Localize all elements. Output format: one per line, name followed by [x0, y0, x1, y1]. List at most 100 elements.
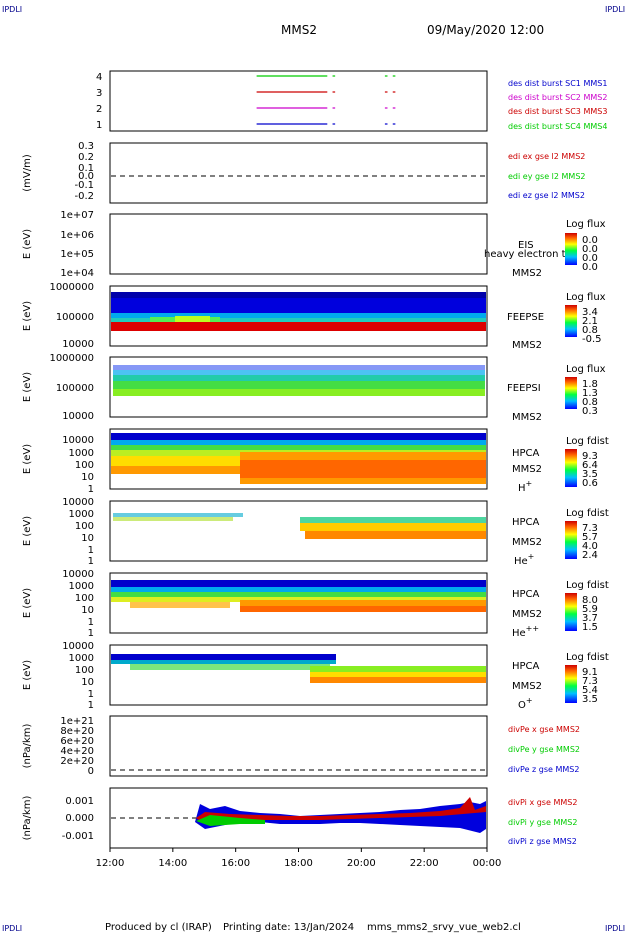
panel-hpca-o: E (eV) 10000 1000 100 10 1 1 HPCA MMS2 O…	[22, 641, 609, 711]
xtick-label-5: 22:00	[410, 858, 439, 869]
xtick-label-1: 14:00	[158, 858, 187, 869]
ytick-burst-1: 1	[96, 120, 102, 131]
ytick-hpca-he-0: 10000	[62, 497, 94, 508]
cbv-feepse-2: 0.8	[582, 325, 598, 336]
cbv-eis-2: 0.0	[582, 253, 598, 264]
panel-feepse: E (eV) 1000000 100000 10000 FEEPSE MMS2 …	[22, 282, 606, 351]
ytick-divpe-0: 1e+21	[60, 716, 94, 727]
panel-hpca-he: E (eV) 10000 1000 100 10 1 1 HPCA MMS2 H…	[22, 497, 609, 567]
panel-burst: 4 3 2 1 des dist burst SC1 MMS1 des dist…	[96, 72, 607, 131]
ytick-hpca-o-3: 10	[81, 677, 94, 688]
ytick-hpca-hepp-1: 1000	[69, 581, 94, 592]
label-hpca-o: HPCA	[512, 661, 540, 672]
plot-datetime: 09/May/2020 12:00	[427, 23, 544, 37]
colorbar-title-hpca-hepp: Log fdist	[566, 580, 609, 591]
cbv-eis-0: 0.0	[582, 235, 598, 246]
ytick-divpe-1: 8e+20	[60, 726, 94, 737]
ytick-edi-4: -0.1	[74, 180, 94, 191]
ylabel-feepsi: E (eV)	[22, 372, 33, 402]
panel-hpca-hepp: E (eV) 10000 1000 100 10 1 1 HPCA MMS2 H…	[22, 569, 609, 639]
ylabel-feepse: E (eV)	[22, 301, 33, 331]
ytick-feepse-1: 100000	[56, 312, 94, 323]
label-hpca-he: HPCA	[512, 517, 540, 528]
heatmap-hpca-o	[111, 654, 486, 683]
ytick-burst-3: 3	[96, 88, 102, 99]
output-filename: mms_mms2_srvy_vue_web2.cl	[367, 922, 521, 933]
cbv-hpca-o-2: 5.4	[582, 685, 598, 696]
label-hpca-hepp-sc: MMS2	[512, 609, 542, 620]
divpi-y-trace	[196, 815, 265, 826]
label-hpca-hepp: HPCA	[512, 589, 540, 600]
ytick-feepsi-0: 1000000	[49, 353, 94, 364]
ytick-divpe-3: 4e+20	[60, 746, 94, 757]
label-hpca-o-sc: MMS2	[512, 681, 542, 692]
corner-label-bottom-left: IPDLI	[2, 924, 22, 933]
panel-divpe: (nPa/km) 1e+21 8e+20 6e+20 4e+20 2e+20 0…	[22, 716, 580, 777]
panel-frame-edi	[109, 142, 488, 204]
species-h: H	[518, 483, 526, 494]
ytick-feepse-0: 1000000	[49, 282, 94, 293]
legend-edi-ex: edi ex gse l2 MMS2	[508, 152, 585, 161]
ytick-hpca-hepp-5: 1	[88, 628, 94, 639]
legend-divpe-x: divPe x gse MMS2	[508, 725, 580, 734]
ytick-edi-1: 0.2	[78, 152, 94, 163]
legend-burst-sc2: des dist burst SC2 MMS2	[508, 93, 607, 102]
label-eis-species: heavy electron to	[484, 249, 572, 260]
divpi-traces	[195, 797, 486, 833]
ytick-feepsi-2: 10000	[62, 411, 94, 422]
colorbar-hpca-hepp	[565, 593, 577, 631]
ytick-divpi-2: -0.001	[62, 831, 94, 842]
label-hpca-o-species: O+	[518, 696, 533, 711]
charge-he: +	[528, 552, 535, 561]
label-feepsi: FEEPSI	[507, 383, 541, 394]
panel-edi: (mV/m) 0.3 0.2 0.1 0.0 -0.1 -0.2 edi ex …	[22, 141, 586, 202]
label-eis-sc: MMS2	[512, 268, 542, 279]
charge-h: +	[526, 479, 533, 488]
ytick-hpca-hepp-0: 10000	[62, 569, 94, 580]
ylabel-divpi: (nPa/km)	[22, 796, 33, 841]
panel-feepsi: E (eV) 1000000 100000 10000 FEEPSI MMS2 …	[22, 353, 606, 423]
legend-edi-ez: edi ez gse l2 MMS2	[508, 191, 585, 200]
divpi-x-trace	[196, 797, 486, 824]
species-o: O	[518, 700, 526, 711]
cbv-hpca-o-3: 3.5	[582, 694, 598, 705]
ytick-hpca-h-0: 10000	[62, 435, 94, 446]
ytick-hpca-hepp-2: 100	[75, 593, 94, 604]
ytick-feepsi-1: 100000	[56, 383, 94, 394]
cbv-hpca-he-3: 2.4	[582, 550, 598, 561]
ytick-hpca-he-3: 10	[81, 533, 94, 544]
ytick-edi-3: 0.0	[78, 171, 94, 182]
colorbar-feepsi	[565, 377, 577, 409]
cbv-hpca-he-2: 4.0	[582, 541, 598, 552]
label-feepse: FEEPSE	[507, 312, 544, 323]
colorbar-title-hpca-he: Log fdist	[566, 508, 609, 519]
spacecraft-title: MMS2	[281, 23, 317, 37]
ytick-divpi-0: 0.001	[65, 796, 94, 807]
charge-o: +	[526, 696, 533, 705]
ytick-eis-3: 1e+04	[60, 268, 94, 279]
cbv-hpca-h-2: 3.5	[582, 469, 598, 480]
corner-label-top-left: IPDLI	[2, 5, 22, 14]
heatmap-hpca-h	[111, 433, 486, 484]
label-hpca-h-species: H+	[518, 479, 532, 494]
ytick-hpca-o-5: 1	[88, 700, 94, 711]
ytick-divpe-5: 0	[88, 766, 94, 777]
cbv-hpca-he-1: 5.7	[582, 532, 598, 543]
cbv-hpca-o-0: 9.1	[582, 667, 598, 678]
label-hpca-hepp-species: He++	[512, 624, 539, 639]
ytick-hpca-he-1: 1000	[69, 509, 94, 520]
ylabel-hpca-he: E (eV)	[22, 516, 33, 546]
colorbar-eis	[565, 233, 577, 265]
ytick-edi-2: 0.1	[78, 163, 94, 174]
cbv-hpca-h-3: 0.6	[582, 478, 598, 489]
panel-frame-feepsi	[109, 356, 488, 418]
panel-frames	[109, 70, 488, 849]
ytick-hpca-hepp-4: 1	[88, 617, 94, 628]
xtick-label-0: 12:00	[96, 858, 125, 869]
produced-by: Produced by cl (IRAP)	[105, 922, 212, 933]
cbv-feepsi-1: 1.3	[582, 388, 598, 399]
ytick-hpca-hepp-3: 10	[81, 605, 94, 616]
ytick-hpca-o-2: 100	[75, 665, 94, 676]
heatmap-feepse	[111, 292, 486, 331]
panel-frame-divpe	[109, 715, 488, 777]
